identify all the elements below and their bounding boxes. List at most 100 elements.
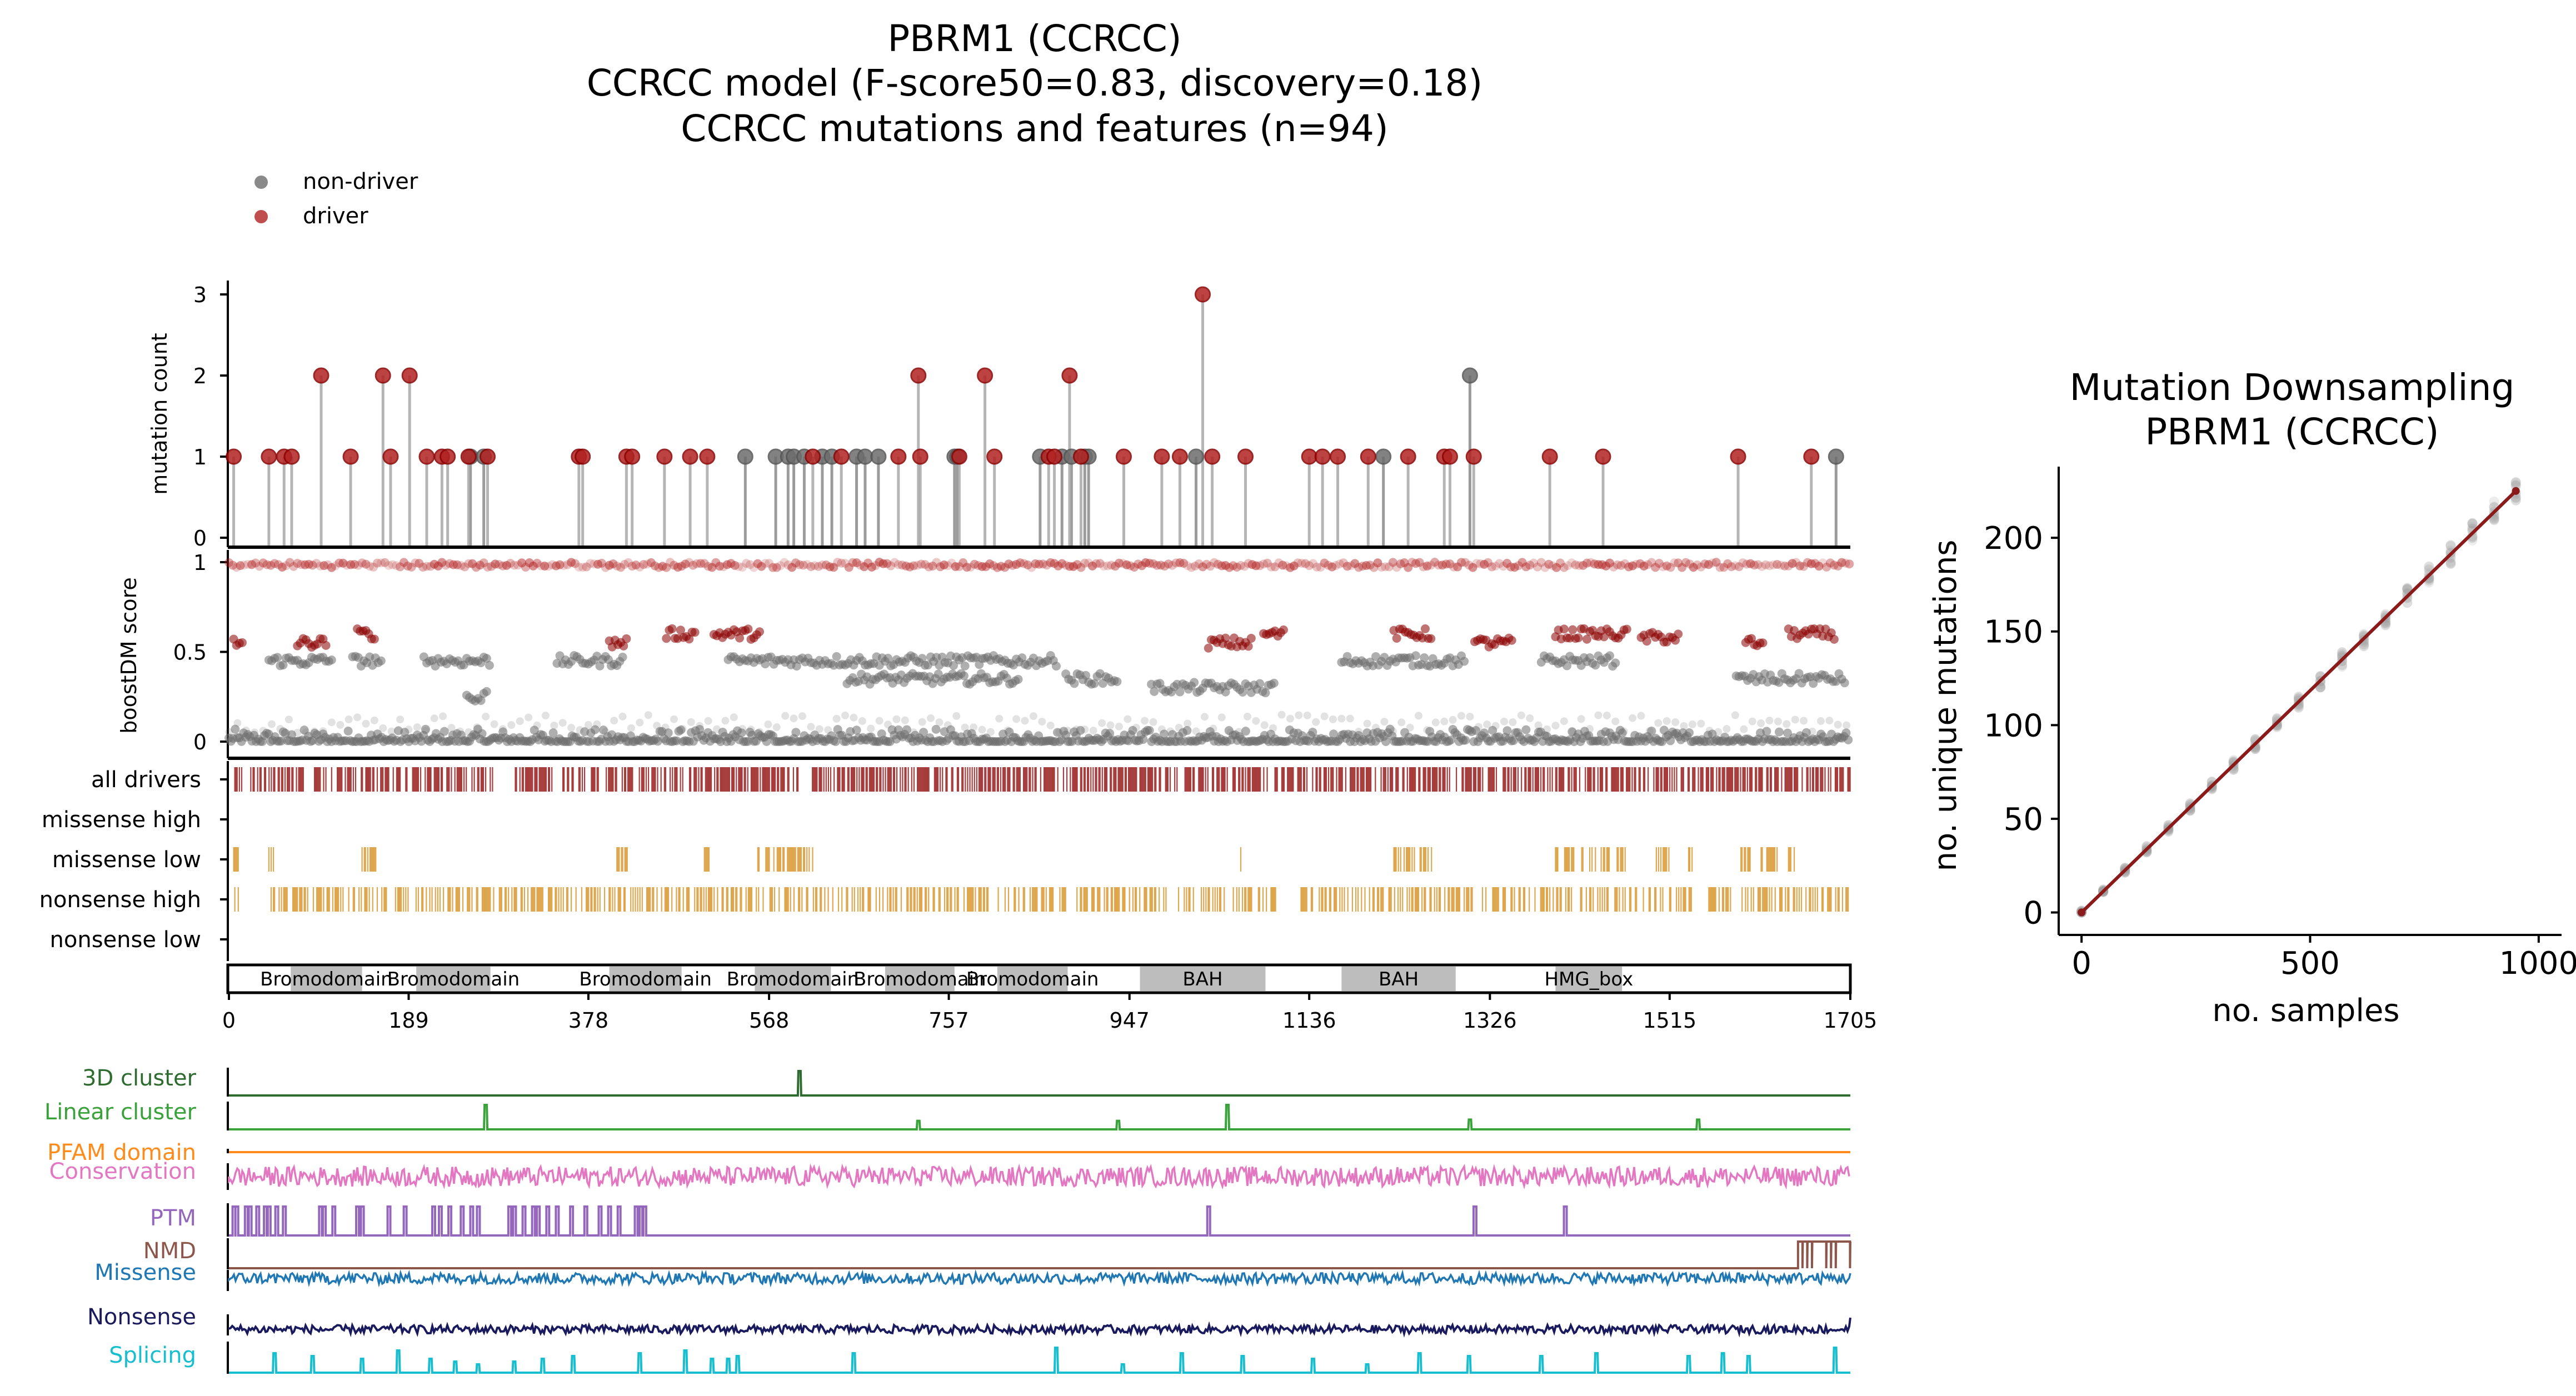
score-point xyxy=(1517,558,1527,567)
score-point xyxy=(415,559,424,568)
ds-sample-point xyxy=(2424,577,2434,588)
score-point xyxy=(1389,727,1397,735)
score-point xyxy=(924,562,933,572)
score-point xyxy=(1090,679,1099,688)
driver-lollipop-head xyxy=(418,448,435,465)
score-point xyxy=(1483,720,1491,728)
score-point xyxy=(1605,558,1615,568)
score-point xyxy=(1198,562,1207,572)
nondriver-lollipop-head xyxy=(1461,367,1478,384)
score-point xyxy=(479,558,488,568)
score-point xyxy=(502,561,511,570)
score-point xyxy=(418,562,428,572)
score-point xyxy=(388,560,397,569)
score-point xyxy=(1526,714,1534,722)
score-point xyxy=(743,624,753,634)
downsampling-title-2: PBRM1 (CCRCC) xyxy=(2145,411,2439,453)
score-point xyxy=(995,714,1004,723)
score-point xyxy=(1320,712,1329,720)
ds-sample-point xyxy=(2445,559,2456,569)
score-point xyxy=(1620,559,1630,568)
title-line-3: CCRCC mutations and features (n=94) xyxy=(681,107,1389,150)
score-point xyxy=(1631,559,1641,569)
score-point xyxy=(666,558,675,567)
score-point xyxy=(1471,726,1481,735)
score-point xyxy=(1309,559,1318,568)
score-point xyxy=(1337,714,1346,723)
driver-lollipop-head xyxy=(1061,367,1078,384)
score-point xyxy=(1235,728,1243,736)
driver-lollipop-head xyxy=(1171,448,1188,465)
score-point xyxy=(1620,727,1628,735)
driver-lollipop-head xyxy=(1237,448,1254,465)
score-point xyxy=(1335,559,1344,569)
driver-lollipop-head xyxy=(261,448,277,465)
score-point xyxy=(1192,727,1200,735)
score-point xyxy=(1070,679,1079,688)
domain-label: Bromodomain xyxy=(260,968,393,990)
score-point xyxy=(970,723,978,732)
driver-lollipop-head xyxy=(313,367,330,384)
score-point xyxy=(357,558,367,568)
score-point xyxy=(421,724,430,734)
score-point xyxy=(1141,558,1150,567)
score-point xyxy=(962,563,972,572)
consequence-tracks: all drivers missense high missense low nons… xyxy=(39,761,1851,961)
score-point xyxy=(1312,718,1320,726)
score-point xyxy=(1663,717,1671,725)
score-point xyxy=(1098,679,1107,688)
score-point xyxy=(1331,561,1341,571)
score-point xyxy=(1430,558,1440,567)
score-point xyxy=(475,561,485,570)
score-point xyxy=(1130,563,1139,572)
score-point xyxy=(582,562,591,572)
downsampling-ylabel: no. unique mutations xyxy=(1928,540,1964,872)
score-point xyxy=(1204,643,1213,653)
score-point xyxy=(685,558,694,567)
score-point xyxy=(1599,632,1609,642)
score-point xyxy=(284,715,293,724)
score-point xyxy=(932,558,941,567)
domain-box xyxy=(1140,967,1266,991)
track-label: all drivers xyxy=(91,767,201,793)
score-point xyxy=(1521,725,1531,734)
driver-lollipop-head xyxy=(1400,448,1416,465)
score-point xyxy=(1346,561,1356,571)
score-point xyxy=(910,728,918,737)
score-point xyxy=(1232,562,1242,572)
score-point xyxy=(251,728,259,737)
driver-lollipop-head xyxy=(1330,448,1346,465)
score-point xyxy=(1182,726,1192,735)
score-point xyxy=(1723,559,1733,568)
score-point xyxy=(1225,563,1234,572)
score-point xyxy=(902,725,911,734)
legend-marker-driver xyxy=(254,210,268,223)
score-point xyxy=(631,561,641,570)
score-point xyxy=(1115,722,1123,730)
score-point xyxy=(578,563,587,572)
score-point xyxy=(550,722,558,730)
score-point xyxy=(795,560,804,569)
legend-marker-non-driver xyxy=(254,176,268,189)
score-point xyxy=(1844,735,1853,744)
score-ytick-label: 0 xyxy=(193,730,207,754)
score-point xyxy=(1491,722,1500,730)
score-point xyxy=(1791,715,1799,724)
score-point xyxy=(498,725,507,733)
downsampling-title-1: Mutation Downsampling xyxy=(2070,366,2515,409)
score-point xyxy=(1200,713,1209,721)
score-point xyxy=(243,559,253,569)
driver-lollipop-head xyxy=(1730,448,1746,465)
score-point xyxy=(1426,634,1436,643)
score-point xyxy=(1397,718,1406,727)
driver-lollipop-head xyxy=(575,448,591,465)
score-point xyxy=(327,563,336,572)
score-point xyxy=(441,561,451,570)
score-point xyxy=(1105,729,1115,738)
score-point xyxy=(1324,561,1333,570)
score-point xyxy=(1629,714,1637,722)
score-point xyxy=(1164,559,1173,569)
ds-sample-point xyxy=(2489,515,2499,526)
score-point xyxy=(1680,722,1688,730)
score-point xyxy=(1757,719,1765,727)
